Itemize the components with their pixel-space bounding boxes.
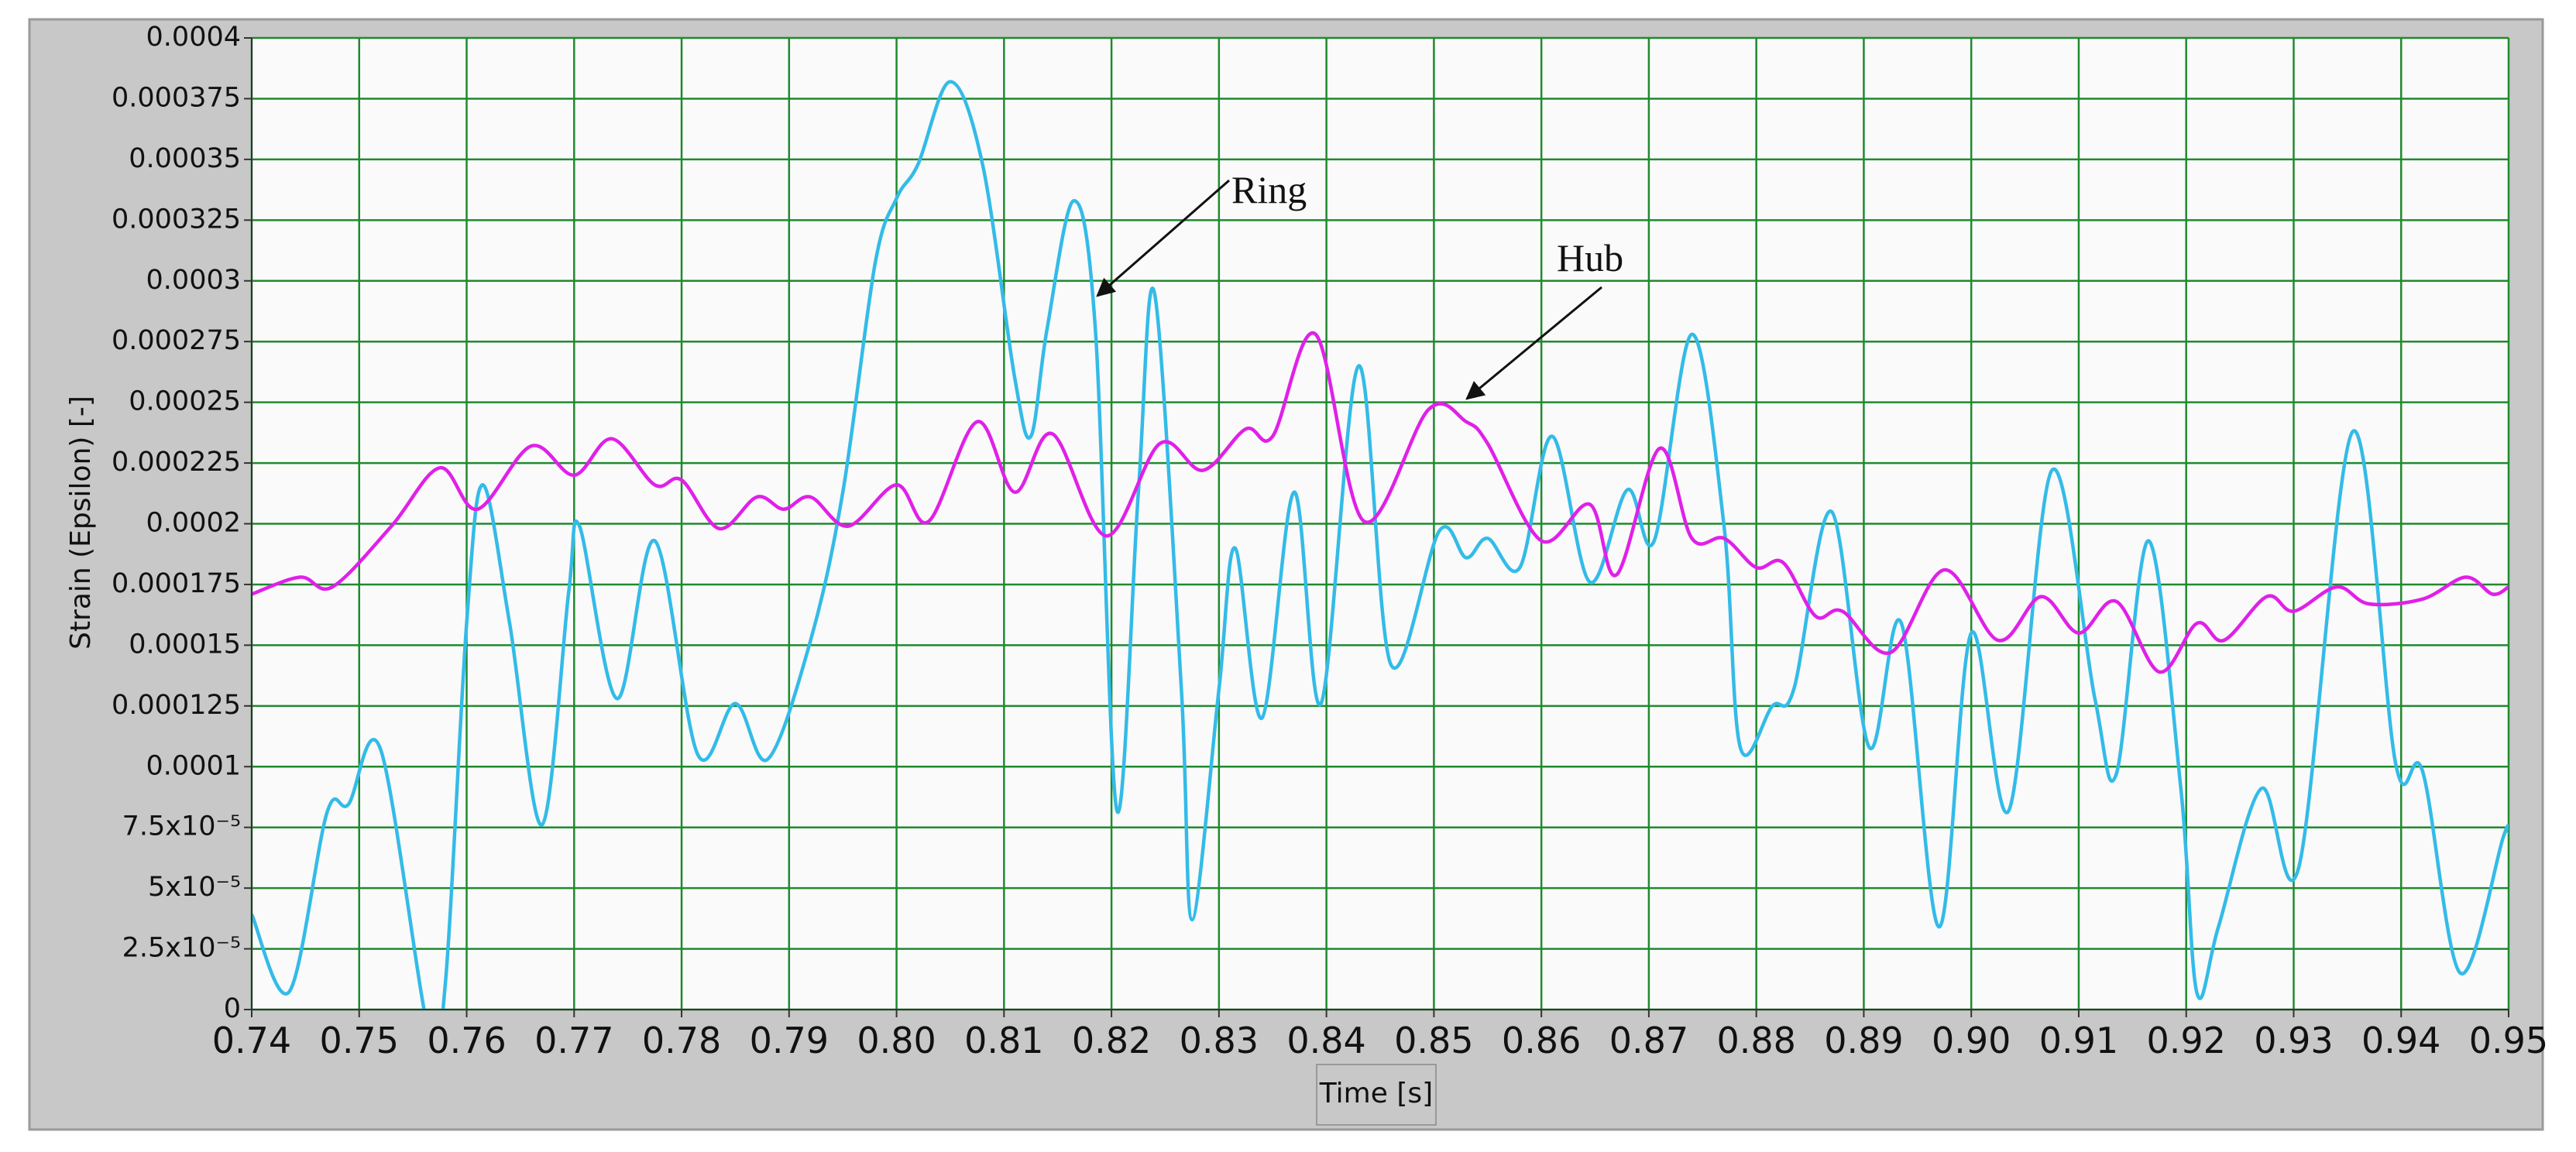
y-tick-label: 0.000225	[112, 447, 241, 478]
x-tick-label: 0.79	[750, 1020, 829, 1061]
series-line	[252, 80, 2509, 1010]
y-tick-label: 0.00035	[129, 143, 241, 174]
y-axis-title: Strain (Epsilon) [-]	[65, 396, 97, 650]
series-line	[252, 331, 2509, 674]
x-tick-label: 0.86	[1502, 1020, 1581, 1061]
y-tick-label: 0.0001	[146, 750, 241, 781]
annotation: Hub	[1557, 236, 1623, 279]
x-tick-label: 0.74	[212, 1020, 291, 1061]
x-tick-label: 0.95	[2469, 1020, 2548, 1061]
y-tick-label: 0.00025	[129, 386, 241, 417]
x-tick-label: 0.82	[1072, 1020, 1151, 1061]
x-tick-label: 0.80	[857, 1020, 936, 1061]
x-tick-label: 0.76	[427, 1020, 506, 1061]
x-tick-label: 0.91	[2039, 1020, 2118, 1061]
x-tick-label: 0.90	[1932, 1020, 2011, 1061]
x-tick-label: 0.94	[2361, 1020, 2440, 1061]
y-tick-label: 0.000275	[112, 325, 241, 356]
y-tick-label: 0	[224, 993, 241, 1024]
y-tick-label: 0.0002	[146, 508, 241, 539]
x-tick-label: 0.78	[642, 1020, 721, 1061]
x-tick-label: 0.84	[1286, 1020, 1365, 1061]
y-tick-label: 0.00015	[129, 629, 241, 660]
x-tick-label: 0.92	[2147, 1020, 2226, 1061]
x-tick-label: 0.87	[1609, 1020, 1688, 1061]
y-tick-label: 5x10⁻⁵	[148, 872, 241, 903]
y-tick-label: 0.000325	[112, 204, 241, 235]
annotation: Ring	[1231, 168, 1307, 211]
x-tick-label: 0.77	[534, 1020, 613, 1061]
y-tick-label: 2.5x10⁻⁵	[122, 933, 241, 964]
y-tick-label: 0.000175	[112, 568, 241, 599]
y-tick-label: 0.000375	[112, 82, 241, 113]
y-tick-label: 7.5x10⁻⁵	[122, 811, 241, 842]
x-tick-label: 0.89	[1824, 1020, 1903, 1061]
hub-arrow	[1465, 286, 1602, 400]
x-tick-label: 0.93	[2254, 1020, 2333, 1061]
x-tick-label: 0.81	[964, 1020, 1043, 1061]
x-axis-title: Time [s]	[1319, 1078, 1433, 1109]
x-tick-label: 0.88	[1716, 1020, 1795, 1061]
x-tick-label: 0.75	[320, 1020, 399, 1061]
x-tick-label: 0.85	[1394, 1020, 1473, 1061]
x-title-box	[1316, 1064, 1437, 1126]
ring-arrow	[1096, 179, 1230, 297]
y-tick-label: 0.000125	[112, 690, 241, 721]
y-tick-label: 0.0004	[146, 22, 241, 53]
x-tick-label: 0.83	[1180, 1020, 1259, 1061]
y-tick-label: 0.0003	[146, 265, 241, 296]
